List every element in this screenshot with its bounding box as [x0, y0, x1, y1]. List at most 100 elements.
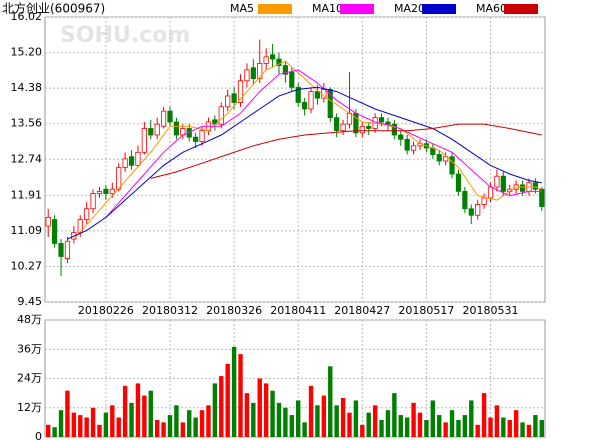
volume-bar: [462, 415, 468, 437]
volume-bar: [385, 410, 391, 437]
x-tick-label: 20180531: [463, 304, 519, 317]
volume-bar: [533, 415, 538, 437]
volume-bar: [46, 424, 51, 437]
volume-bar: [315, 405, 320, 437]
candle-body: [404, 138, 410, 151]
y-tick-label: 12万: [17, 401, 42, 414]
volume-bar: [449, 410, 455, 437]
legend-label: MA20: [394, 2, 425, 15]
candle-body: [385, 121, 391, 125]
volume-bar: [71, 412, 77, 437]
candle-body: [237, 80, 244, 103]
volume-bar: [276, 402, 282, 437]
candle-body: [334, 117, 340, 132]
legend-swatch: [340, 4, 374, 14]
ma-line: [67, 86, 542, 240]
y-tick-label: 13.56: [11, 117, 43, 130]
volume-bar: [507, 419, 512, 437]
volume-bar: [212, 383, 218, 437]
volume-bar: [321, 395, 327, 437]
candle-body: [244, 69, 250, 82]
candle-body: [173, 121, 180, 136]
candle-body: [148, 128, 154, 136]
candle-body: [64, 240, 71, 260]
volume-bar: [302, 422, 307, 437]
chart-title: 北方创业(600967): [2, 1, 105, 16]
x-tick-label: 20180427: [334, 304, 390, 317]
candle-body: [449, 156, 455, 175]
volume-bar: [417, 412, 423, 437]
volume-bar: [84, 417, 89, 437]
candle-body: [141, 128, 147, 153]
volume-bar: [353, 400, 359, 437]
volume-bar: [244, 393, 250, 437]
volume-bar: [154, 419, 160, 437]
y-tick-label: 0: [35, 430, 42, 440]
volume-bar: [116, 417, 121, 437]
candle-body: [103, 188, 109, 194]
candle-body: [314, 91, 321, 99]
y-tick-label: 9.45: [18, 295, 43, 308]
y-tick-label: 14.38: [11, 81, 43, 94]
candle-body: [45, 217, 51, 227]
legend-swatch: [504, 4, 538, 14]
volume-bar: [103, 412, 109, 437]
candle-body: [109, 188, 115, 194]
y-tick-label: 48万: [17, 313, 42, 326]
candle-body: [391, 123, 397, 136]
ma-line: [105, 69, 542, 218]
legend-label: MA5: [230, 2, 254, 15]
candle-body: [398, 134, 404, 140]
candle-body: [90, 193, 96, 210]
candle-body: [494, 175, 500, 188]
candle-body: [378, 117, 385, 123]
candle-body: [366, 125, 372, 129]
x-tick-label: 20180517: [398, 304, 454, 317]
volume-bar: [199, 410, 205, 437]
candle-body: [257, 63, 263, 79]
volume-bar: [52, 427, 57, 437]
candle-body: [276, 58, 282, 66]
y-tick-label: 10.27: [11, 259, 43, 272]
legend-swatch: [422, 4, 456, 14]
volume-bar: [392, 393, 397, 437]
volume-bar: [135, 383, 141, 437]
candle-body: [84, 208, 90, 220]
candle-body: [436, 154, 442, 162]
candle-body: [481, 197, 487, 205]
volume-bar: [58, 410, 64, 437]
candle-body: [199, 130, 205, 142]
volume-bar: [289, 415, 294, 437]
y-tick-label: 16.02: [11, 10, 43, 23]
volume-bar: [283, 407, 288, 437]
candle-body: [308, 91, 314, 110]
candle-body: [122, 158, 128, 168]
candle-body: [154, 123, 160, 136]
candle-body: [462, 190, 468, 210]
volume-bar: [238, 354, 243, 437]
volume-bar: [494, 405, 500, 437]
volume-bar: [443, 422, 448, 437]
volume-bar: [161, 422, 166, 437]
volume-bar: [411, 402, 416, 437]
volume-bar: [340, 398, 346, 437]
candle-body: [289, 71, 295, 88]
volume-bar: [270, 390, 275, 437]
volume-bar: [251, 402, 256, 437]
volume-bar: [65, 390, 70, 437]
volume-bar: [360, 424, 365, 437]
volume-bar: [225, 363, 230, 437]
x-tick-label: 20180411: [270, 304, 326, 317]
candle-body: [269, 54, 276, 60]
candle-body: [116, 167, 122, 190]
legend-label: MA10: [312, 2, 343, 15]
y-tick-label: 36万: [17, 342, 42, 355]
volume-bar: [148, 390, 153, 437]
watermark: SOHU.com: [60, 23, 190, 48]
candle-body: [135, 151, 141, 166]
volume-bar: [347, 412, 352, 437]
volume-bar: [142, 395, 147, 437]
candle-body: [58, 243, 64, 257]
volume-bar: [520, 422, 525, 437]
